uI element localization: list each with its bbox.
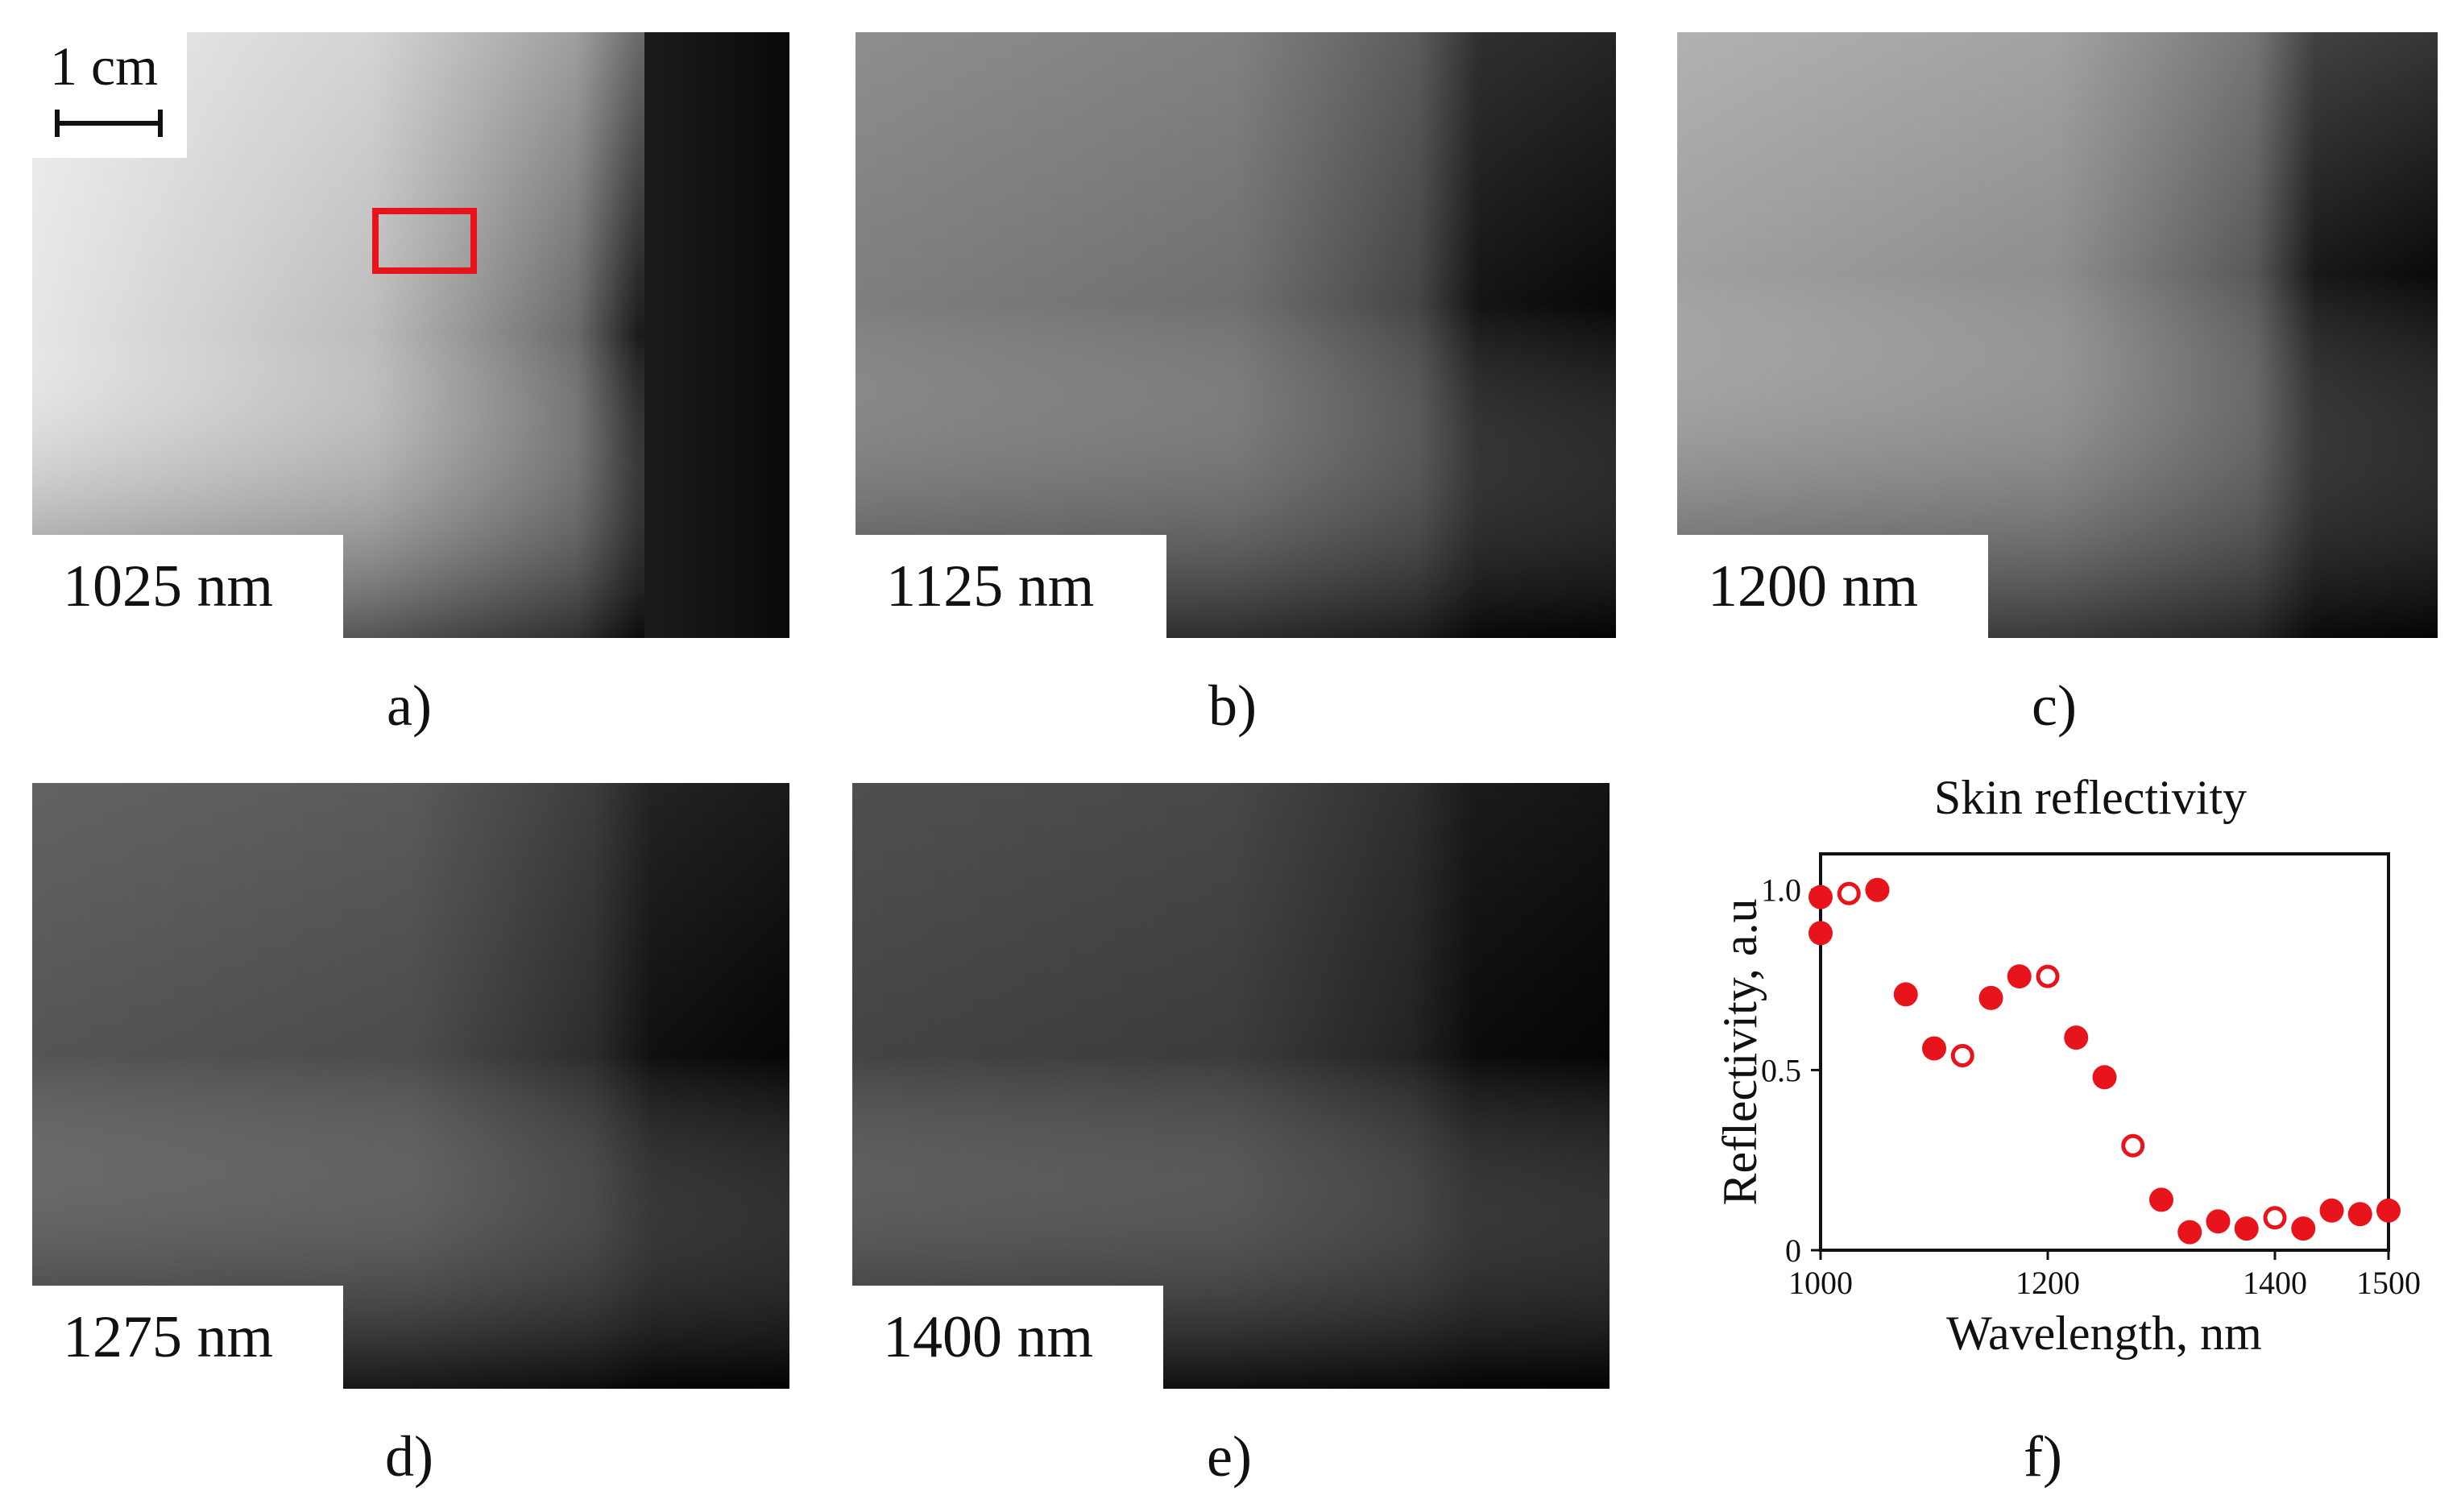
- image-panel-e: 1400 nm: [852, 783, 1610, 1389]
- data-point-filled: [2319, 1198, 2344, 1223]
- chart-title: Skin reflectivity: [1934, 773, 2247, 824]
- panel-label-c: c): [2032, 673, 2077, 738]
- data-point-filled: [1922, 1036, 1946, 1061]
- data-point-filled: [2177, 1220, 2202, 1245]
- image-panel-a: 1 cm 1025 nm: [32, 32, 789, 638]
- image-panel-b: 1125 nm: [856, 32, 1616, 638]
- x-tick-label: 1200: [2016, 1265, 2080, 1301]
- x-tick-label: 1500: [2356, 1265, 2421, 1301]
- data-point-filled: [2234, 1216, 2259, 1241]
- axis-ticks: 1000 1200 1400 1500 0 0.5 1.0: [1761, 872, 2421, 1301]
- data-point-open: [1950, 1043, 1974, 1067]
- data-point-filled: [1808, 884, 1833, 909]
- wavelength-label: 1275 nm: [32, 1286, 343, 1389]
- data-point-filled: [1893, 982, 1918, 1007]
- data-point-filled: [2206, 1209, 2231, 1234]
- scale-bar-line: [56, 121, 161, 126]
- x-tick-label: 1400: [2243, 1265, 2307, 1301]
- data-point-open: [1837, 881, 1861, 905]
- data-point-filled: [2291, 1216, 2316, 1241]
- wavelength-label: 1200 nm: [1677, 535, 1988, 638]
- data-point-filled: [2347, 1202, 2372, 1227]
- y-tick-label: 1.0: [1761, 872, 1801, 909]
- reflectivity-chart: Skin reflectivity 1000 1200 1400 1500 0 0.5 1.…: [1713, 773, 2421, 1360]
- plot-frame: [1819, 852, 2390, 1252]
- data-point-filled: [2376, 1198, 2401, 1223]
- scale-bar: 1 cm: [32, 32, 187, 158]
- wavelength-label: 1400 nm: [852, 1286, 1163, 1389]
- wavelength-label: 1025 nm: [32, 535, 343, 638]
- data-point-filled: [2064, 1025, 2089, 1050]
- y-tick-label: 0.5: [1761, 1052, 1801, 1088]
- panel-label-e: e): [1207, 1424, 1252, 1489]
- panel-label-b: b): [1208, 673, 1257, 738]
- data-point-filled: [1865, 877, 1890, 902]
- data-points: [1808, 877, 2401, 1245]
- image-panel-c: 1200 nm: [1677, 32, 2438, 638]
- data-point-filled: [2007, 964, 2032, 989]
- image-panel-d: 1275 nm: [32, 783, 789, 1389]
- wavelength-label: 1125 nm: [856, 535, 1166, 638]
- data-point-filled: [2092, 1065, 2117, 1090]
- data-point-open: [2121, 1133, 2145, 1158]
- y-axis-label: Reflectivity, a.u: [1713, 899, 1767, 1206]
- x-axis-label: Wavelength, nm: [1946, 1307, 2262, 1360]
- data-point-open: [2263, 1206, 2287, 1230]
- data-point-filled: [1808, 921, 1833, 946]
- roi-rectangle: [372, 208, 477, 274]
- scale-bar-label: 1 cm: [50, 35, 159, 97]
- y-tick-label: 0: [1785, 1232, 1801, 1269]
- panel-label-f: f): [2024, 1424, 2062, 1489]
- scale-bar-tick-right: [158, 110, 163, 137]
- panel-label-a: a): [387, 673, 432, 738]
- scale-bar-tick-left: [55, 110, 60, 137]
- data-point-filled: [1978, 985, 2003, 1010]
- x-tick-label: 1000: [1788, 1265, 1853, 1301]
- data-point-open: [2036, 964, 2060, 988]
- panel-label-d: d): [385, 1424, 433, 1489]
- data-point-filled: [2149, 1187, 2173, 1212]
